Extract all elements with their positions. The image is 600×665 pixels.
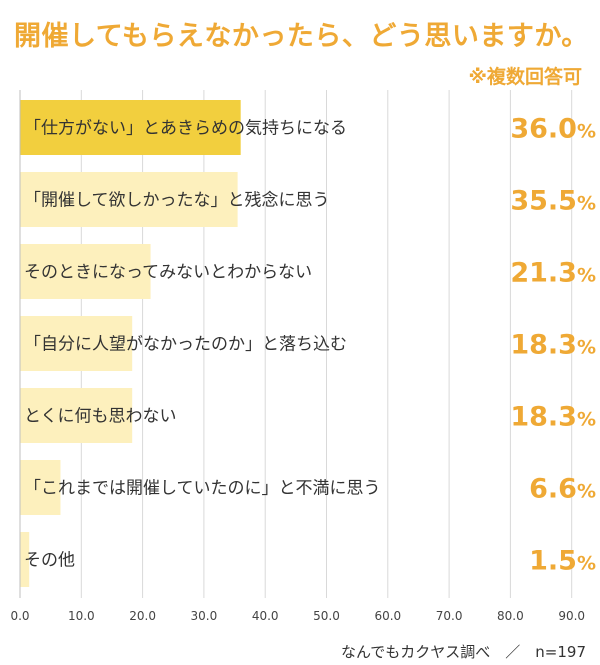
bar xyxy=(20,388,133,443)
data-label-unit: % xyxy=(577,337,596,359)
x-tick-label: 10.0 xyxy=(68,609,95,623)
x-tick-label: 70.0 xyxy=(436,609,463,623)
data-label-unit: % xyxy=(577,265,596,287)
bar xyxy=(20,532,30,587)
data-label-unit: % xyxy=(577,193,596,215)
x-tick-label: 30.0 xyxy=(191,609,218,623)
bar xyxy=(20,460,61,515)
data-label: 21.3% xyxy=(510,258,596,289)
x-tick-label: 50.0 xyxy=(313,609,340,623)
data-label: 6.6% xyxy=(529,474,596,505)
chart-title: 開催してもらえなかったら、どう思いますか。 xyxy=(14,21,589,52)
x-tick-label: 0.0 xyxy=(10,609,29,623)
source-note: なんでもカクヤス調べ ／ n=197 xyxy=(341,643,586,661)
bar-chart: 0.0 10.0 20.0 30.0 40.0 50.0 60.0 70.0 80.0 90.0 「… xyxy=(10,90,596,623)
bar xyxy=(20,172,238,227)
category-label: その他 xyxy=(24,551,75,571)
multiple-answers-note: ※複数回答可 xyxy=(468,66,582,88)
data-label-value: 18.3 xyxy=(510,330,577,361)
data-label-value: 35.5 xyxy=(510,186,577,217)
category-label: そのときになってみないとわからない xyxy=(24,263,312,283)
data-label-unit: % xyxy=(577,553,596,575)
bar xyxy=(20,316,133,371)
x-tick-label: 90.0 xyxy=(558,609,585,623)
x-tick-label: 60.0 xyxy=(374,609,401,623)
x-tick-label: 80.0 xyxy=(497,609,524,623)
data-label: 36.0% xyxy=(510,114,596,145)
data-label-value: 36.0 xyxy=(510,114,577,145)
data-label-unit: % xyxy=(577,409,596,431)
category-label: 「開催して欲しかったな」と残念に思う xyxy=(24,190,330,211)
category-label: とくに何も思わない xyxy=(24,407,177,427)
category-label: 「仕方がない」とあきらめの気持ちになる xyxy=(24,119,347,139)
bar xyxy=(20,244,151,299)
x-tick-label: 20.0 xyxy=(129,609,156,623)
x-tick-label: 40.0 xyxy=(252,609,279,623)
data-label-value: 1.5 xyxy=(529,546,577,577)
data-label: 35.5% xyxy=(510,186,596,217)
bar xyxy=(20,100,241,155)
category-label: 「これまでは開催していたのに」と不満に思う xyxy=(24,479,381,499)
data-label: 18.3% xyxy=(510,402,596,433)
data-label-value: 6.6 xyxy=(529,474,577,505)
data-label-value: 21.3 xyxy=(510,258,577,289)
data-label: 18.3% xyxy=(510,330,596,361)
data-label-unit: % xyxy=(577,121,596,143)
data-label-value: 18.3 xyxy=(510,402,577,433)
category-label: 「自分に人望がなかったのか」と落ち込む xyxy=(24,335,347,355)
data-label: 1.5% xyxy=(529,546,596,577)
data-label-unit: % xyxy=(577,481,596,503)
